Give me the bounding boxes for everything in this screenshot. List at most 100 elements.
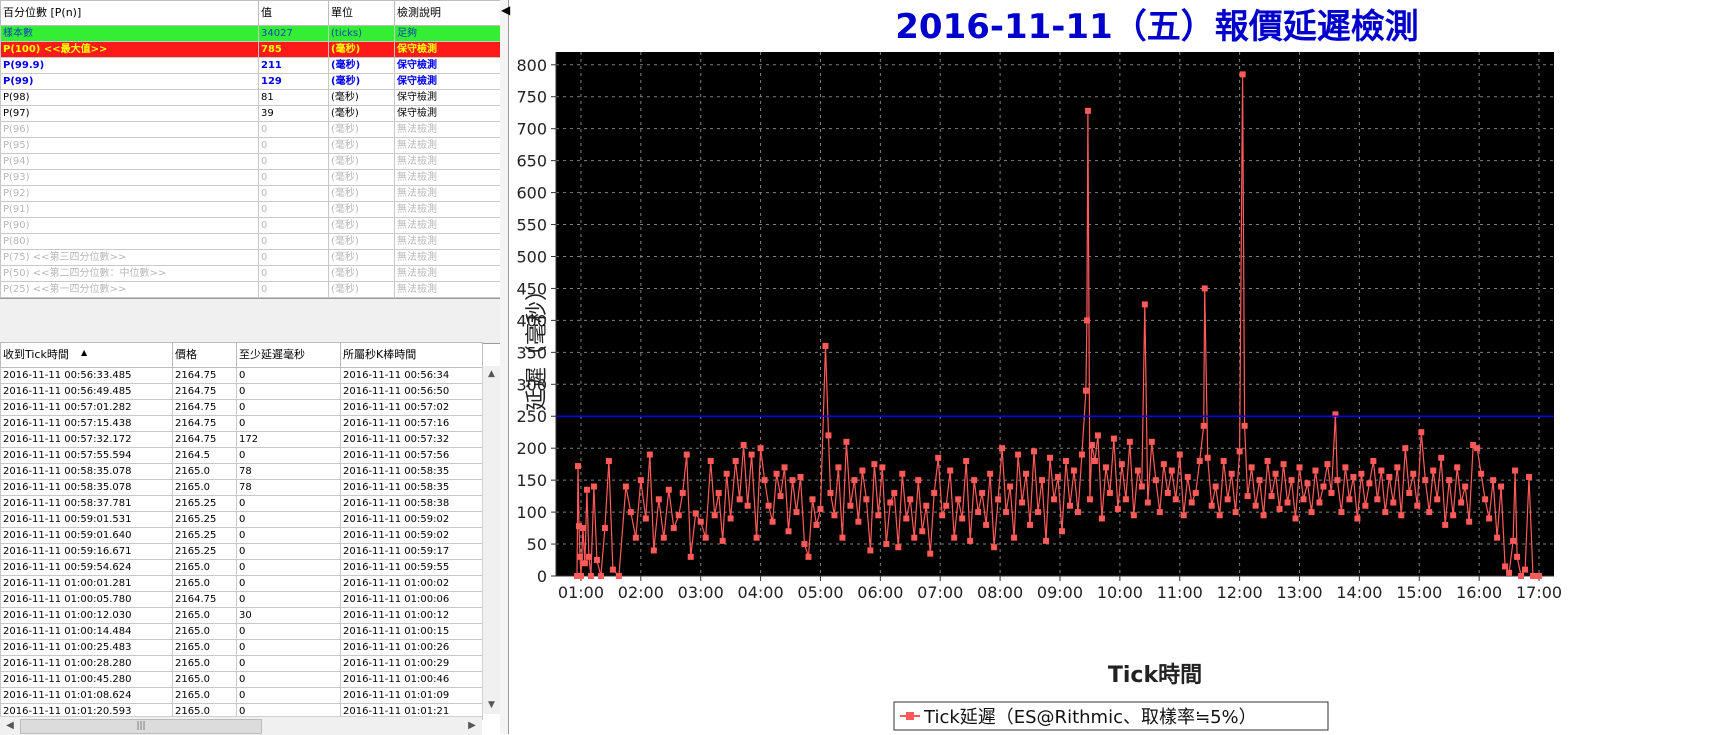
data-point-marker [1332, 411, 1339, 418]
data-point-marker [1204, 454, 1211, 461]
data-point-marker [825, 432, 832, 439]
percentile-row[interactable]: P(99) 129 (毫秒) 保守檢測 [0, 73, 501, 90]
data-point-marker [1358, 470, 1365, 477]
percentile-header[interactable]: 百分位數 [P(n)] [0, 0, 259, 26]
data-point-marker [1530, 573, 1537, 579]
tick-row[interactable]: 2016-11-11 00:56:33.485 2164.75 0 2016-11-1… [0, 367, 483, 384]
percentile-row[interactable]: P(75) <<第三四分位數>> 0 (毫秒) 無法檢測 [0, 249, 501, 266]
tick-row[interactable]: 2016-11-11 00:56:49.485 2164.75 0 2016-11-1… [0, 383, 483, 400]
tick-row[interactable]: 2016-11-11 00:59:16.671 2165.25 0 2016-11-1… [0, 543, 483, 560]
tick-row[interactable]: 2016-11-11 01:01:20.593 2165.0 0 2016-11-11… [0, 703, 483, 720]
tick-row[interactable]: 2016-11-11 01:00:05.780 2164.75 0 2016-11-1… [0, 591, 483, 608]
tick-row[interactable]: 2016-11-11 01:00:45.280 2165.0 0 2016-11-11… [0, 671, 483, 688]
scroll-down-arrow-icon[interactable]: ▼ [488, 700, 495, 710]
price-cell: 2164.75 [172, 591, 237, 608]
horizontal-scrollbar[interactable]: ◀ ||| ▶ [0, 716, 482, 735]
percentile-row[interactable]: P(97) 39 (毫秒) 保守檢測 [0, 105, 501, 122]
tick-row[interactable]: 2016-11-11 00:57:01.282 2164.75 0 2016-11-1… [0, 399, 483, 416]
tick-row[interactable]: 2016-11-11 01:00:25.483 2165.0 0 2016-11-11… [0, 639, 483, 656]
data-point-marker [1536, 573, 1543, 579]
percentile-label-cell: 樣本數 [0, 25, 259, 42]
percentile-row[interactable]: P(94) 0 (毫秒) 無法檢測 [0, 153, 501, 170]
tick-row[interactable]: 2016-11-11 00:58:37.781 2165.25 0 2016-11-1… [0, 495, 483, 512]
bar-time-header[interactable]: 所屬秒K棒時間 [340, 342, 483, 368]
tick-row[interactable]: 2016-11-11 00:58:35.078 2165.0 78 2016-11-1… [0, 463, 483, 480]
tick-row[interactable]: 2016-11-11 00:59:01.531 2165.25 0 2016-11-1… [0, 511, 483, 528]
data-point-marker [773, 470, 780, 477]
delay-cell: 0 [236, 671, 341, 688]
table-splitter[interactable] [0, 298, 500, 344]
percentile-unit-cell: (毫秒) [328, 41, 395, 58]
percentile-row[interactable]: P(98) 81 (毫秒) 保守檢測 [0, 89, 501, 106]
percentile-row[interactable]: P(90) 0 (毫秒) 無法檢測 [0, 217, 501, 234]
price-cell: 2165.0 [172, 671, 237, 688]
tick-row[interactable]: 2016-11-11 00:57:55.594 2164.5 0 2016-11-11… [0, 447, 483, 464]
vertical-scrollbar[interactable]: ▲ ▼ [482, 366, 500, 714]
tick-time-header[interactable]: 收到Tick時間 ▲ [0, 342, 173, 368]
price-cell: 2164.75 [172, 383, 237, 400]
data-point-marker [1208, 502, 1215, 509]
percentile-row[interactable]: P(25) <<第一四分位數>> 0 (毫秒) 無法檢測 [0, 281, 501, 298]
tick-row[interactable]: 2016-11-11 01:00:28.280 2165.0 0 2016-11-11… [0, 655, 483, 672]
tick-table: 收到Tick時間 ▲ 價格 至少延遲毫秒 所屬秒K棒時間 2016-11-11 0… [0, 342, 483, 720]
percentile-row[interactable]: P(93) 0 (毫秒) 無法檢測 [0, 169, 501, 186]
tick-row[interactable]: 2016-11-11 00:57:15.438 2164.75 0 2016-11-1… [0, 415, 483, 432]
tick-row[interactable]: 2016-11-11 01:00:01.281 2165.0 0 2016-11-11… [0, 575, 483, 592]
percentile-row[interactable]: P(96) 0 (毫秒) 無法檢測 [0, 121, 501, 138]
data-point-marker [576, 553, 583, 560]
data-point-marker [1354, 515, 1361, 522]
collapse-left-triangle-icon[interactable]: ◀ [501, 3, 511, 17]
data-point-marker [1241, 422, 1248, 429]
tick-row[interactable]: 2016-11-11 01:00:14.484 2165.0 0 2016-11-11… [0, 623, 483, 640]
percentile-row[interactable]: P(91) 0 (毫秒) 無法檢測 [0, 201, 501, 218]
data-point-marker [1304, 480, 1311, 487]
percentile-row[interactable]: P(80) 0 (毫秒) 無法檢測 [0, 233, 501, 250]
percentile-row[interactable]: P(50) <<第二四分位數：中位數>> 0 (毫秒) 無法檢測 [0, 265, 501, 282]
tick-row[interactable]: 2016-11-11 00:59:54.624 2165.0 0 2016-11-11… [0, 559, 483, 576]
percentile-row[interactable]: P(99.9) 211 (毫秒) 保守檢測 [0, 57, 501, 74]
chart-title: 2016-11-11（五）報價延遲檢測 [895, 7, 1418, 47]
tick-row[interactable]: 2016-11-11 00:58:35.078 2165.0 78 2016-11-1… [0, 479, 483, 496]
data-point-marker [769, 518, 776, 525]
data-point-marker [911, 534, 918, 541]
percentile-row[interactable]: P(95) 0 (毫秒) 無法檢測 [0, 137, 501, 154]
value-header[interactable]: 值 [258, 0, 329, 26]
data-point-marker [1106, 489, 1113, 496]
tick-row[interactable]: 2016-11-11 01:00:12.030 2165.0 30 2016-11-1… [0, 607, 483, 624]
data-point-marker [1296, 464, 1303, 471]
delay-header[interactable]: 至少延遲毫秒 [236, 342, 341, 368]
data-point-marker [1510, 537, 1517, 544]
unit-header[interactable]: 單位 [328, 0, 395, 26]
scroll-right-arrow-icon[interactable]: ▶ [468, 720, 476, 731]
percentile-label-cell: P(97) [0, 105, 259, 122]
horizontal-scroll-thumb[interactable]: ||| [20, 719, 262, 734]
data-point-marker [1446, 477, 1453, 484]
y-tick-label: 0 [537, 567, 547, 586]
percentile-row[interactable]: 樣本數 34027 (ticks) 足夠 [0, 25, 501, 42]
data-point-marker [1035, 509, 1042, 516]
tick-row[interactable]: 2016-11-11 01:01:08.624 2165.0 0 2016-11-11… [0, 687, 483, 704]
percentile-unit-cell: (毫秒) [328, 249, 395, 266]
data-point-marker [805, 553, 812, 560]
data-point-marker [793, 509, 800, 516]
delay-cell: 0 [236, 543, 341, 560]
panel-splitter[interactable]: ◀ [500, 0, 511, 734]
data-point-marker [827, 489, 834, 496]
percentile-row[interactable]: P(100) <<最大值>> 785 (毫秒) 保守檢測 [0, 41, 501, 58]
scroll-up-arrow-icon[interactable]: ▲ [488, 369, 495, 379]
percentile-value-cell: 34027 [258, 25, 329, 42]
percentile-row[interactable]: P(92) 0 (毫秒) 無法檢測 [0, 185, 501, 202]
data-point-marker [732, 457, 739, 464]
price-cell: 2165.0 [172, 607, 237, 624]
data-point-marker [1083, 317, 1090, 324]
tick-row[interactable]: 2016-11-11 00:59:01.640 2165.25 0 2016-11-1… [0, 527, 483, 544]
data-point-marker [891, 489, 898, 496]
price-header[interactable]: 價格 [172, 342, 237, 368]
data-point-marker [1402, 445, 1409, 452]
data-point-marker [931, 489, 938, 496]
tick-time-cell: 2016-11-11 01:00:12.030 [0, 607, 173, 624]
y-tick-label: 150 [516, 471, 547, 490]
scroll-left-arrow-icon[interactable]: ◀ [6, 720, 14, 731]
description-header[interactable]: 檢測說明 [394, 0, 501, 26]
tick-row[interactable]: 2016-11-11 00:57:32.172 2164.75 172 2016-11… [0, 431, 483, 448]
